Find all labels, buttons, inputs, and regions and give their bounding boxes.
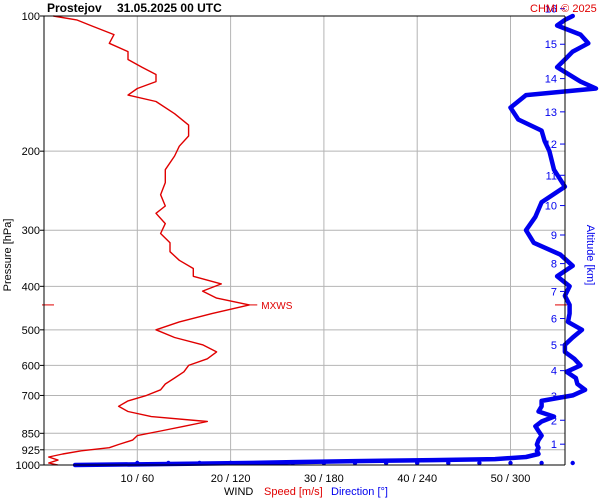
speed-line bbox=[48, 15, 251, 466]
direction-point bbox=[352, 460, 358, 466]
direction-series bbox=[72, 13, 599, 468]
altitude-tick-label: 7 bbox=[551, 286, 557, 298]
credit-label: CHMI © 2025 bbox=[530, 3, 597, 15]
mxws-label: MXWS bbox=[261, 301, 292, 312]
altitude-tick-label: 10 bbox=[545, 201, 557, 213]
pressure-tick-label: 200 bbox=[22, 146, 40, 158]
station-label: Prostejov bbox=[47, 1, 102, 15]
wind-tick-label: 50 / 300 bbox=[491, 473, 531, 485]
altitude-tick-label: 6 bbox=[551, 314, 557, 326]
direction-point bbox=[383, 460, 389, 466]
direction-point bbox=[259, 460, 264, 466]
direction-point bbox=[446, 460, 451, 466]
altitude-tick-label: 16 bbox=[545, 4, 557, 16]
direction-point bbox=[539, 460, 544, 466]
altitude-axis-title: Altitude [km] bbox=[584, 225, 596, 286]
pressure-tick-label: 500 bbox=[22, 325, 40, 337]
direction-point bbox=[135, 460, 140, 466]
altitude-tick-label: 12 bbox=[545, 139, 557, 151]
direction-point bbox=[197, 460, 202, 466]
altitude-tick-label: 9 bbox=[551, 230, 557, 242]
direction-axis-title: Direction [°] bbox=[331, 486, 388, 498]
altitude-tick-label: 11 bbox=[546, 170, 557, 182]
wind-tick-label: 20 / 120 bbox=[211, 473, 251, 485]
direction-point bbox=[415, 460, 420, 466]
datetime-label: 31.05.2025 00 UTC bbox=[117, 1, 222, 15]
altitude-tick-label: 14 bbox=[545, 74, 557, 86]
pressure-tick-label: 100 bbox=[22, 11, 40, 23]
direction-point bbox=[321, 460, 327, 466]
altitude-tick-label: 8 bbox=[551, 259, 557, 271]
direction-point bbox=[477, 460, 482, 466]
grid bbox=[42, 15, 567, 466]
wind-tick-label: 40 / 240 bbox=[397, 473, 437, 485]
wind-axis-title: WIND bbox=[224, 486, 253, 498]
direction-line bbox=[72, 13, 599, 468]
pressure-tick-label: 850 bbox=[22, 428, 40, 440]
pressure-tick-label: 925 bbox=[22, 445, 40, 457]
speed-axis-title: Speed [m/s] bbox=[264, 486, 323, 498]
plot-area bbox=[44, 16, 565, 465]
speed-series: MXWS bbox=[48, 15, 293, 466]
direction-point bbox=[166, 460, 171, 466]
pressure-axis-title: Pressure [hPa] bbox=[2, 219, 14, 292]
direction-point bbox=[570, 460, 575, 466]
pressure-tick-label: 400 bbox=[22, 281, 40, 293]
wind-tick-label: 10 / 60 bbox=[120, 473, 154, 485]
direction-point bbox=[228, 460, 233, 466]
pressure-tick-label: 600 bbox=[22, 360, 40, 372]
pressure-tick-label: 700 bbox=[22, 390, 40, 402]
direction-point bbox=[508, 460, 513, 466]
altitude-tick-label: 3 bbox=[551, 391, 557, 403]
altitude-tick-label: 1 bbox=[551, 439, 557, 451]
pressure-tick-label: 1000 bbox=[16, 460, 40, 472]
altitude-tick-label: 13 bbox=[545, 107, 557, 119]
wind-axis: 10 / 60 20 / 120 30 / 180 40 / 240 50 / 300 bbox=[44, 15, 565, 485]
altitude-tick-label: 5 bbox=[551, 340, 557, 352]
altitude-tick-label: 4 bbox=[551, 366, 557, 378]
wind-tick-label: 30 / 180 bbox=[304, 473, 344, 485]
altitude-tick-label: 2 bbox=[551, 415, 557, 427]
pressure-axis: 100 200 300 400 500 600 700 850 925 1000 bbox=[16, 11, 45, 472]
altitude-tick-label: 15 bbox=[545, 39, 557, 51]
direction-point bbox=[290, 460, 295, 466]
pressure-tick-label: 300 bbox=[22, 225, 40, 237]
